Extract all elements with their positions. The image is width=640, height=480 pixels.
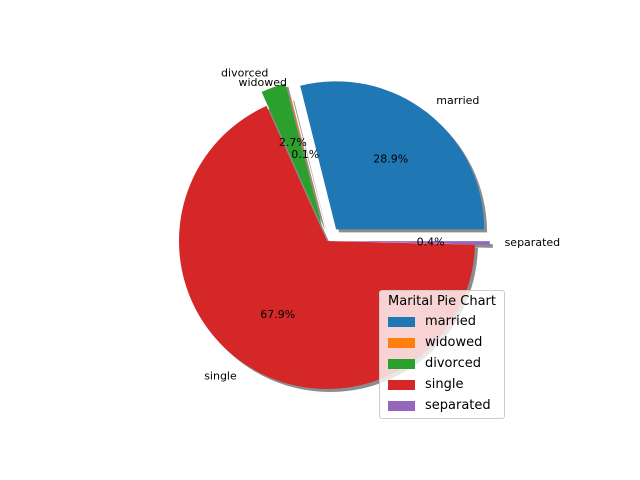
legend-swatch-widowed [388, 337, 415, 348]
legend-swatch-single [388, 379, 415, 390]
slice-label-widowed: widowed [238, 76, 287, 89]
legend-item-married: married [380, 311, 504, 332]
legend-item-separated: separated [380, 395, 504, 416]
slice-label-single: single [204, 370, 237, 383]
legend-label-widowed: widowed [425, 335, 483, 350]
pct-label-married: 28.9% [373, 152, 408, 165]
slice-label-separated: separated [505, 236, 561, 249]
pct-label-widowed: 0.1% [291, 148, 319, 161]
pie-slice-widowed [290, 97, 327, 241]
pct-label-divorced: 2.7% [279, 136, 307, 149]
legend-label-divorced: divorced [425, 356, 481, 371]
slice-label-married: married [436, 94, 479, 107]
legend-label-separated: separated [425, 398, 491, 413]
pie-shadow-widowed [293, 100, 330, 244]
legend-swatch-separated [388, 400, 415, 411]
legend-label-single: single [425, 377, 464, 392]
legend-label-married: married [425, 314, 476, 329]
pie-slice-divorced [261, 83, 323, 228]
pie-slice-separated [341, 241, 490, 245]
pct-label-separated: 0.4% [417, 235, 445, 248]
legend-item-widowed: widowed [380, 332, 504, 353]
chart-legend: Marital Pie Chart married widowed divorc… [379, 290, 505, 419]
legend-item-single: single [380, 374, 504, 395]
legend-item-divorced: divorced [380, 353, 504, 374]
pie-label-layer: married 28.9% widowed 0.1% divorced 2.7% singl… [204, 66, 560, 382]
legend-swatch-married [388, 316, 415, 327]
legend-title: Marital Pie Chart [388, 294, 496, 309]
legend-swatch-divorced [388, 358, 415, 369]
slice-label-divorced: divorced [221, 66, 268, 79]
pct-label-single: 67.9% [260, 308, 295, 321]
pie-slice-married [300, 81, 485, 230]
